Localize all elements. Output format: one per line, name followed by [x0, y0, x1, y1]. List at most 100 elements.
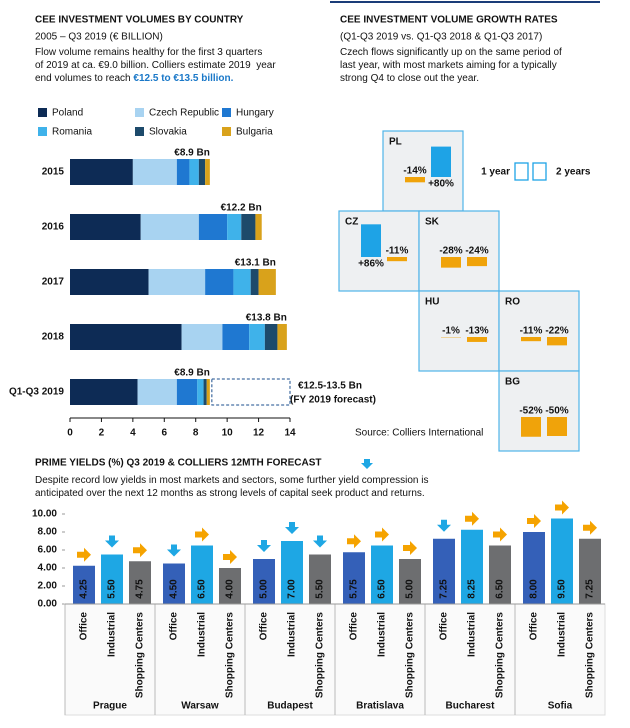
- yield-bar: [309, 554, 331, 604]
- category-label: 2015: [42, 167, 65, 178]
- yield-label: 5.50: [107, 579, 118, 599]
- yield-bar: [281, 541, 303, 604]
- forecast-arrow: [375, 527, 389, 542]
- bar-segment: [197, 379, 204, 405]
- bar-segment: [140, 214, 199, 240]
- yield-label: 7.00: [287, 579, 298, 599]
- bar-segment: [227, 214, 242, 240]
- sector-label: Office: [259, 612, 270, 641]
- bar-segment: [176, 379, 198, 405]
- legend-label: Romania: [52, 127, 92, 138]
- yield-label: 6.50: [377, 579, 388, 599]
- legend-swatch: [222, 108, 231, 117]
- city-label: Sofia: [548, 701, 573, 712]
- description: Flow volume remains healthy for the firs…: [35, 47, 262, 58]
- yield-bar: [219, 568, 241, 604]
- country-label: SK: [425, 217, 440, 228]
- title-arrow: [361, 459, 373, 469]
- chart-subtitle: 2005 – Q3 2019 (€ BILLION): [35, 32, 163, 43]
- country-label: HU: [425, 297, 439, 308]
- yield-bar: [343, 552, 365, 604]
- bar-segment: [258, 269, 276, 295]
- legend-swatch: [135, 127, 144, 136]
- chart-subtitle: (Q1-Q3 2019 vs. Q1-Q3 2018 & Q1-Q3 2017): [340, 32, 542, 43]
- city-label: Prague: [93, 701, 127, 712]
- legend-label: Slovakia: [149, 127, 187, 138]
- description-line: anticipated over the next 12 months as s…: [35, 488, 425, 499]
- y-tick-label: 0.00: [38, 599, 58, 610]
- country-label: CZ: [345, 217, 358, 228]
- category-label: 2018: [42, 332, 65, 343]
- legend-label: Hungary: [236, 108, 274, 119]
- city-label: Budapest: [267, 701, 313, 712]
- description-line: strong Q4 to close out the year.: [340, 73, 479, 84]
- forecast-arrow: [223, 550, 237, 564]
- forecast-arrow: [77, 547, 91, 562]
- yield-bar: [163, 563, 185, 604]
- legend-swatch: [222, 127, 231, 136]
- sector-label: Industrial: [197, 612, 208, 657]
- forecast-arrow: [313, 535, 327, 548]
- y-tick-label: 2.00: [38, 581, 58, 592]
- sector-label: Office: [349, 612, 360, 641]
- sector-label: Shopping Centers: [135, 612, 146, 699]
- y-tick-label: 6.00: [38, 545, 58, 556]
- yield-bar: [433, 538, 455, 604]
- bar-segment: [255, 214, 262, 240]
- y-tick-label: 8.00: [38, 527, 58, 538]
- legend-label: Poland: [52, 108, 83, 119]
- description: of 2019 at ca. €9.0 billion. Colliers es…: [35, 60, 276, 71]
- bar-segment: [264, 324, 278, 350]
- bar-segment: [189, 159, 199, 185]
- forecast-arrow: [403, 541, 417, 555]
- sector-label: Shopping Centers: [405, 612, 416, 699]
- bar-segment: [205, 159, 210, 185]
- forecast-arrow: [465, 511, 479, 526]
- yield-label: 4.75: [135, 579, 146, 599]
- bar-segment: [250, 269, 259, 295]
- forecast-arrow: [437, 519, 451, 532]
- description-line: Czech flows significantly up on the same…: [340, 47, 562, 58]
- legend-box: [514, 162, 529, 181]
- yield-bar: [129, 561, 151, 604]
- growth-label: -11%: [520, 326, 543, 337]
- country-tile: [498, 290, 580, 372]
- growth-label: -22%: [545, 326, 568, 337]
- forecast-arrow: [257, 540, 271, 552]
- bar-segment: [277, 324, 287, 350]
- yield-label: 6.50: [197, 579, 208, 599]
- category-label: 2017: [42, 277, 65, 288]
- bar-segment: [198, 214, 228, 240]
- growth-label: -28%: [439, 246, 462, 257]
- sector-label: Office: [79, 612, 90, 641]
- growth-label: +86%: [358, 259, 384, 270]
- bar-segment: [233, 269, 251, 295]
- country-tile: [418, 210, 500, 292]
- legend-label: Czech Republic: [149, 108, 219, 119]
- description: anticipated over the next 12 months as s…: [35, 488, 425, 499]
- sector-label: Industrial: [287, 612, 298, 657]
- bar-segment: [132, 159, 177, 185]
- growth-label: -24%: [465, 246, 488, 257]
- country-tile: [418, 290, 500, 372]
- yield-label: 8.25: [467, 579, 478, 599]
- growth-label: -1%: [442, 326, 460, 337]
- growth-bar: [521, 417, 541, 437]
- bar-segment: [70, 269, 149, 295]
- bar-segment: [70, 159, 133, 185]
- growth-bar: [387, 257, 407, 262]
- sector-label: Office: [439, 612, 450, 641]
- yield-label: 5.75: [349, 579, 360, 599]
- yield-label: 7.25: [439, 579, 450, 599]
- category-label: 2016: [42, 222, 65, 233]
- growth-bar: [405, 177, 425, 183]
- chart-title: PRIME YIELDS (%) Q3 2019 & COLLIERS 12MT…: [35, 458, 322, 469]
- forecast-arrow: [105, 535, 119, 548]
- x-tick-label: 0: [67, 428, 73, 439]
- chart-title: CEE INVESTMENT VOLUMES BY COUNTRY: [35, 15, 244, 26]
- growth-bar: [467, 337, 487, 342]
- yield-bar: [101, 554, 123, 604]
- yield-label: 8.00: [529, 579, 540, 599]
- growth-label: -50%: [545, 406, 568, 417]
- growth-bar: [361, 224, 381, 257]
